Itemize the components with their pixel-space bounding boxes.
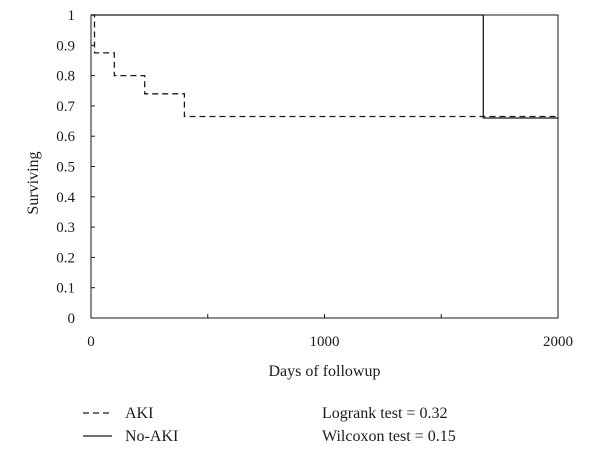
y-tick-label: 0.6	[56, 129, 75, 145]
y-tick-label: 0.1	[56, 281, 75, 297]
x-tick-label: 1000	[310, 334, 340, 350]
legend-label-no-aki: No-AKI	[125, 428, 178, 445]
y-tick-label: 0.2	[56, 250, 75, 266]
y-tick-label: 0	[68, 311, 76, 327]
y-tick-label: 0.7	[56, 99, 75, 115]
y-axis-title: Surviving	[25, 151, 42, 214]
y-tick-label: 0.9	[56, 38, 75, 54]
y-tick-label: 0.3	[56, 220, 75, 236]
legend: AKI No-AKI	[83, 405, 178, 445]
plot-frame	[90, 14, 559, 319]
series-line-no-aki	[91, 14, 558, 119]
legend-label-aki: AKI	[125, 405, 153, 422]
series-line-aki	[91, 14, 558, 118]
y-tick-label: 1	[68, 8, 76, 24]
x-axis: 0 1000 2000	[87, 314, 573, 350]
wilcoxon-annotation: Wilcoxon test = 0.15	[322, 428, 456, 445]
series-layer	[91, 14, 558, 119]
y-tick-label: 0.8	[56, 69, 75, 85]
y-tick-label: 0.4	[56, 190, 75, 206]
y-tick-label: 0.5	[56, 160, 75, 176]
y-axis: 0 0.1 0.2 0.3 0.4 0.5 0.6 0.7 0.8 0.9 1	[56, 8, 95, 327]
x-tick-label: 0	[87, 334, 95, 350]
x-axis-title: Days of followup	[269, 363, 381, 380]
x-tick-label: 2000	[543, 334, 573, 350]
logrank-annotation: Logrank test = 0.32	[322, 405, 447, 422]
